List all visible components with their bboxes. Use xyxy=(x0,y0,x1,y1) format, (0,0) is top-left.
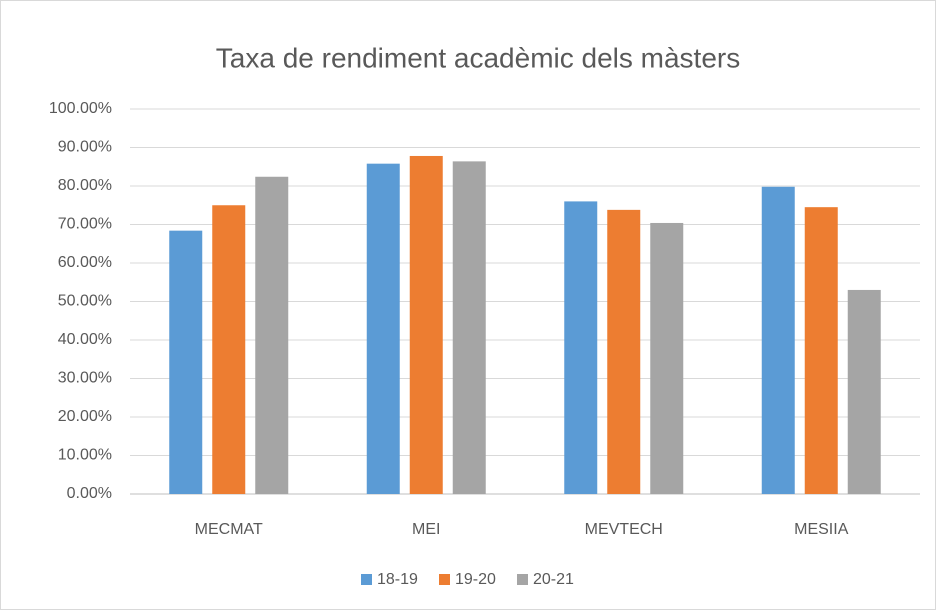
bar xyxy=(761,186,795,494)
bar xyxy=(212,205,246,494)
chart-title: Taxa de rendiment acadèmic dels màsters xyxy=(216,42,740,73)
y-tick-label: 70.00% xyxy=(58,216,112,233)
bar xyxy=(255,176,289,494)
bar xyxy=(607,209,641,494)
y-tick-label: 40.00% xyxy=(58,331,112,348)
bar xyxy=(650,222,684,494)
bar xyxy=(564,201,598,494)
y-tick-label: 20.00% xyxy=(58,408,112,425)
bar xyxy=(409,155,443,494)
legend-label: 19-20 xyxy=(455,571,496,588)
bar xyxy=(847,289,881,494)
x-tick-label: MEI xyxy=(412,521,440,538)
y-tick-label: 50.00% xyxy=(58,293,112,310)
legend-label: 20-21 xyxy=(533,571,574,588)
x-tick-label: MECMAT xyxy=(195,521,263,538)
legend-label: 18-19 xyxy=(377,571,418,588)
x-tick-label: MESIIA xyxy=(794,521,849,538)
y-tick-label: 10.00% xyxy=(58,447,112,464)
y-tick-label: 60.00% xyxy=(58,254,112,271)
bar xyxy=(169,230,203,494)
legend-swatch xyxy=(439,574,450,585)
bar xyxy=(452,161,486,495)
bar xyxy=(366,163,400,495)
y-tick-label: 30.00% xyxy=(58,370,112,387)
legend-swatch xyxy=(517,574,528,585)
y-tick-label: 100.00% xyxy=(49,100,112,117)
y-tick-label: 90.00% xyxy=(58,139,112,156)
bar xyxy=(804,207,838,495)
y-tick-label: 0.00% xyxy=(67,485,112,502)
y-tick-label: 80.00% xyxy=(58,177,112,194)
legend-swatch xyxy=(361,574,372,585)
x-tick-label: MEVTECH xyxy=(585,521,663,538)
